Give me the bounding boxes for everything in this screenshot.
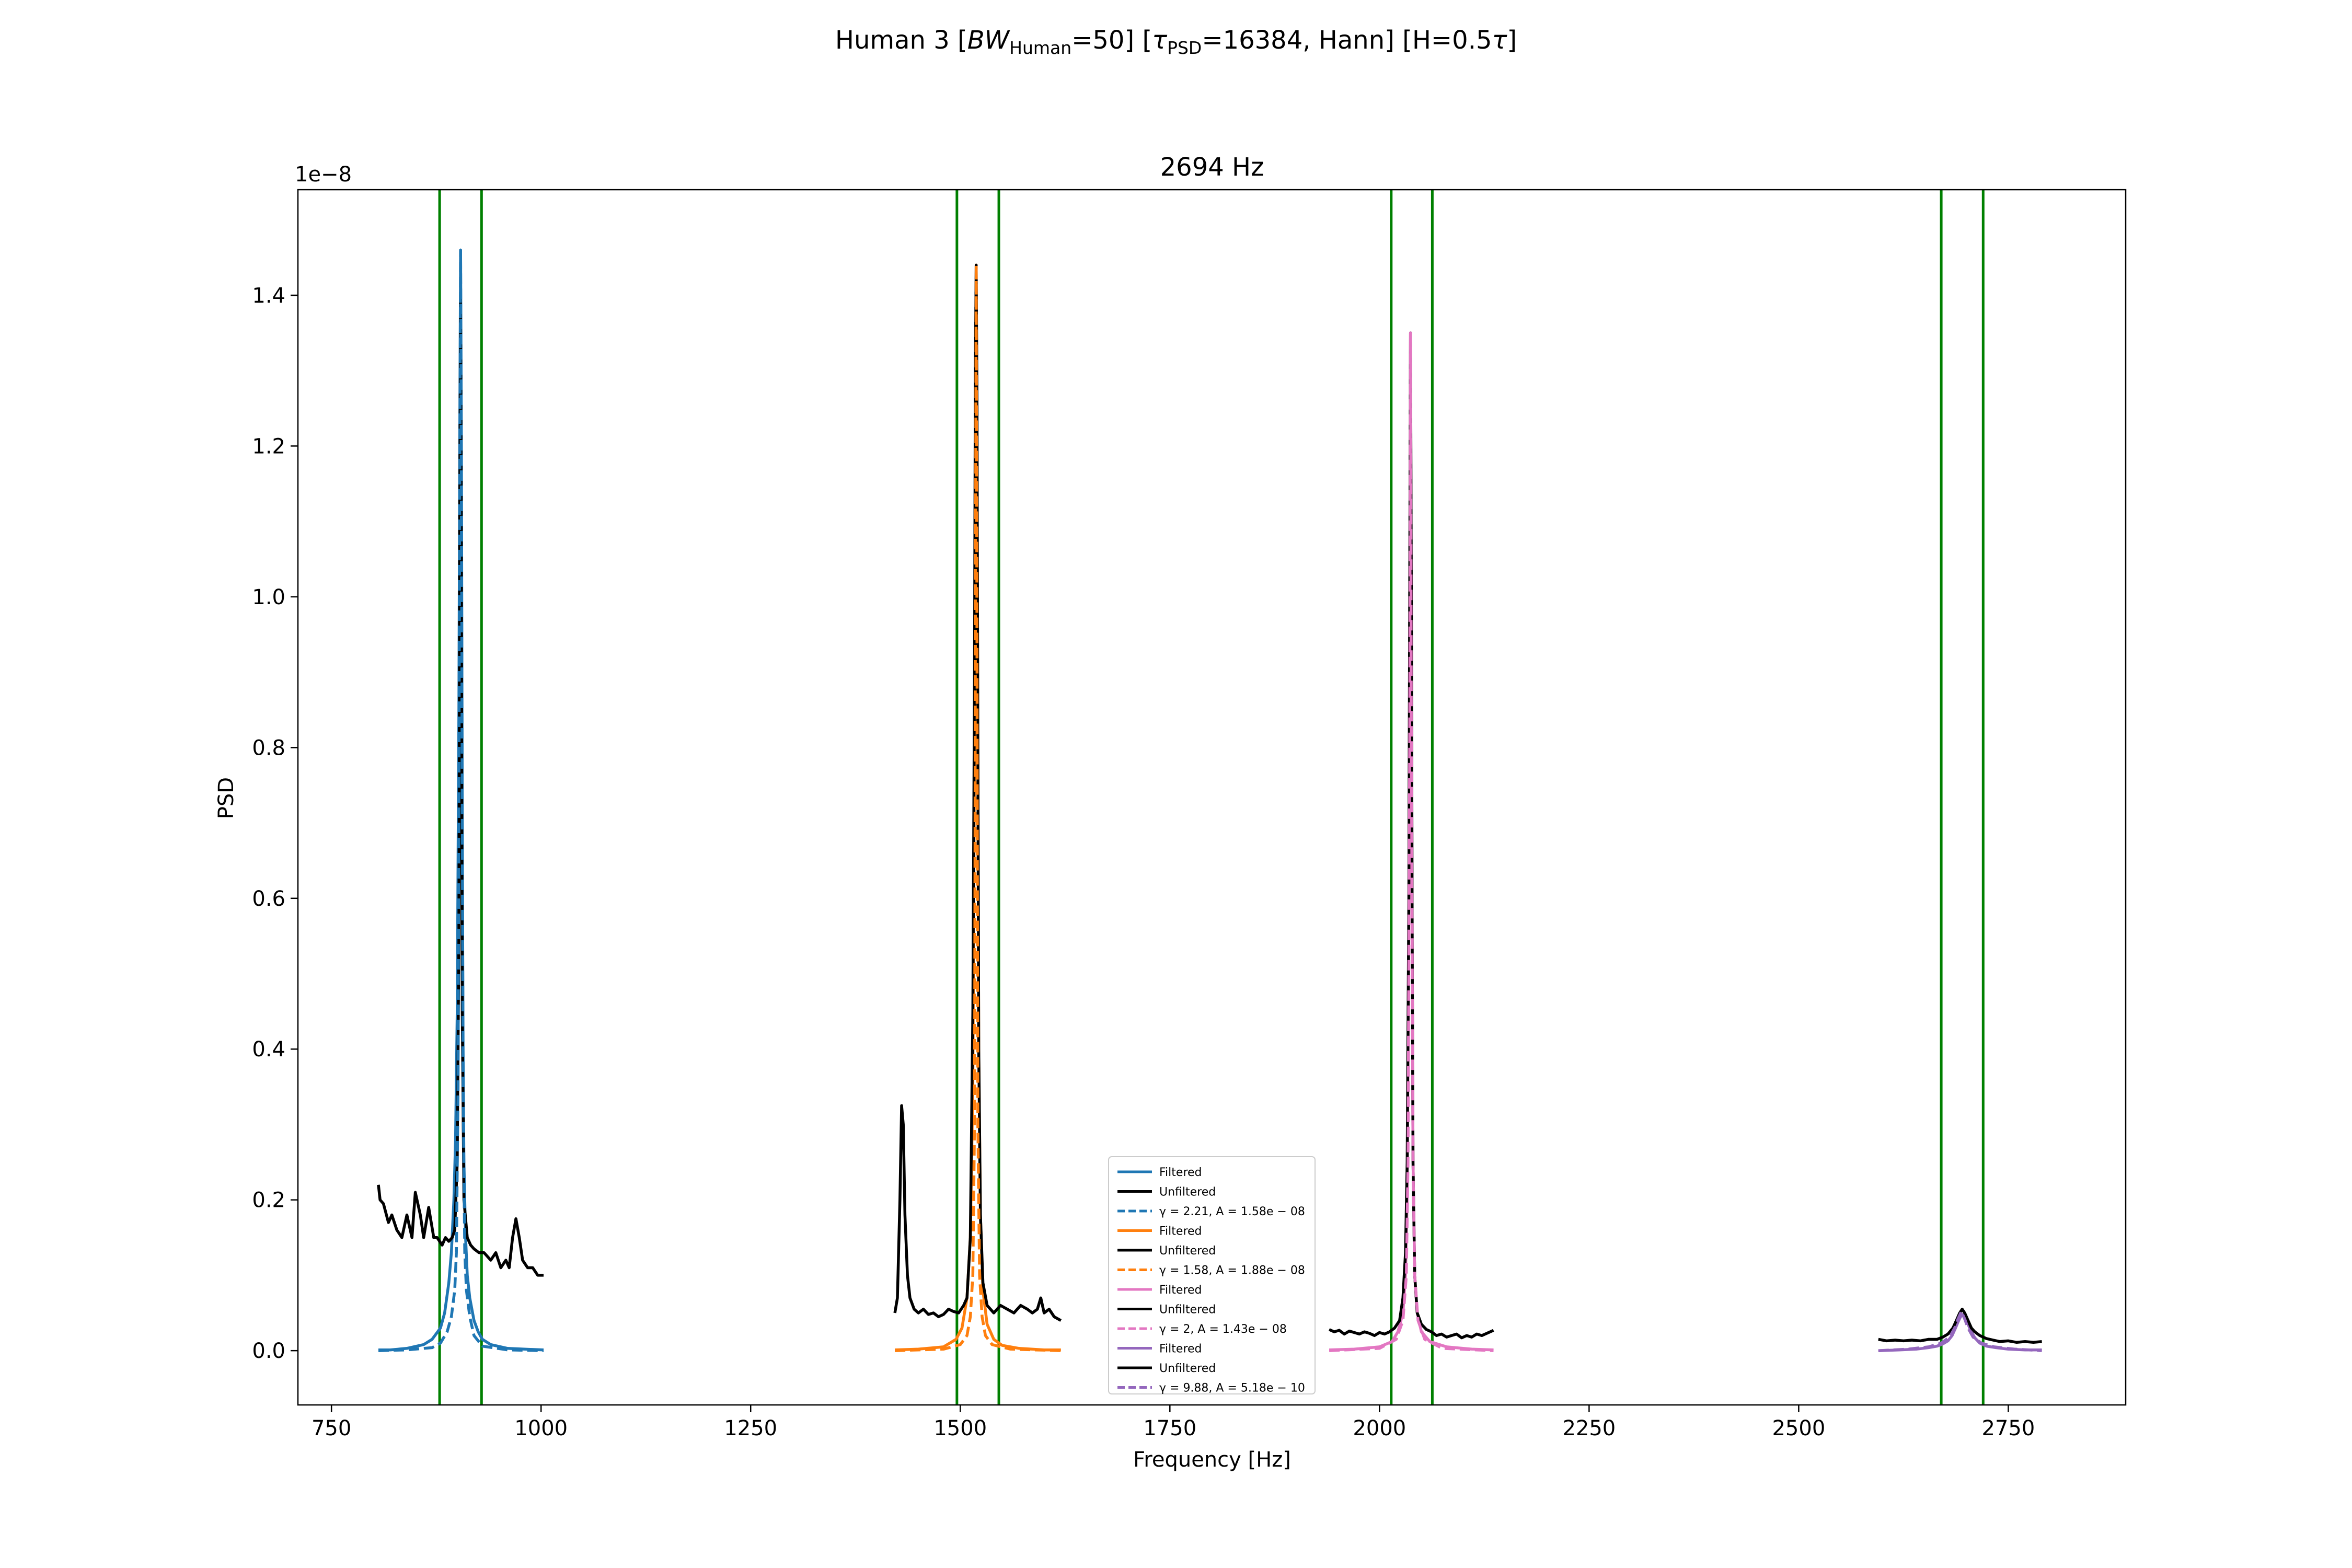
- y-tick-label: 0.0: [252, 1339, 285, 1363]
- legend-label: Filtered: [1159, 1225, 1202, 1238]
- legend-label: Filtered: [1159, 1343, 1202, 1356]
- unfiltered-series-4: [1878, 1308, 2042, 1344]
- x-axis-label: Frequency [Hz]: [1133, 1448, 1291, 1472]
- suptitle-tau-subscript: PSD: [1167, 38, 1202, 58]
- legend-entry: Unfiltered: [1117, 1362, 1216, 1375]
- y-tick-label: 1.0: [252, 585, 285, 609]
- x-tick-label: 2750: [1982, 1416, 2035, 1440]
- legend-entry: Unfiltered: [1117, 1304, 1216, 1317]
- unfiltered-series-2: [893, 263, 1062, 1322]
- legend-entry: Filtered: [1117, 1343, 1202, 1356]
- suptitle-tau-symbol: τ: [1152, 26, 1168, 55]
- y-tick-label: 1.2: [252, 434, 285, 458]
- x-tick-label: 1250: [724, 1416, 777, 1440]
- suptitle-bw-subscript: Human: [1009, 38, 1071, 58]
- y-scale-offset-label: 1e−8: [295, 163, 352, 187]
- plot-data-layer: [377, 190, 2042, 1405]
- suptitle-bw-symbol: BW: [967, 26, 1010, 55]
- fit-series-2: [895, 263, 1061, 1352]
- y-tick-label: 1.4: [252, 284, 285, 308]
- legend-entry: Filtered: [1117, 1225, 1202, 1238]
- legend-label: Filtered: [1159, 1166, 1202, 1179]
- legend-entry: Unfiltered: [1117, 1244, 1216, 1258]
- legend-frame: [1108, 1156, 1316, 1394]
- legend-entry: γ = 9.88, A = 5.18e − 10: [1117, 1382, 1305, 1395]
- y-tick-label: 0.6: [252, 887, 285, 911]
- suptitle-part3: =16384, Hann] [H=0.5: [1202, 26, 1492, 55]
- x-tick-label: 1000: [514, 1416, 568, 1440]
- legend-entry: Unfiltered: [1117, 1186, 1216, 1199]
- x-tick-label: 2250: [1562, 1416, 1616, 1440]
- y-tick-label: 0.4: [252, 1037, 285, 1062]
- legend-label: γ = 2.21, A = 1.58e − 08: [1159, 1205, 1305, 1218]
- legend-label: γ = 2, A = 1.43e − 08: [1159, 1323, 1287, 1336]
- legend-label: γ = 1.58, A = 1.88e − 08: [1159, 1264, 1305, 1277]
- x-tick-label: 1500: [933, 1416, 987, 1440]
- y-axis-ticks: 0.0 0.2 0.4 0.6 0.8 1.0 1.2 1.4: [252, 284, 298, 1363]
- x-tick-label: 2500: [1772, 1416, 1825, 1440]
- legend-label: Unfiltered: [1159, 1244, 1216, 1258]
- legend-entry: γ = 2, A = 1.43e − 08: [1117, 1323, 1287, 1336]
- legend-label: γ = 9.88, A = 5.18e − 10: [1159, 1382, 1305, 1395]
- figure-suptitle: Human 3 [BWHuman=50] [τPSD=16384, Hann] …: [835, 26, 1517, 58]
- x-tick-label: 2000: [1353, 1416, 1406, 1440]
- legend-label: Unfiltered: [1159, 1304, 1216, 1317]
- legend-label: Filtered: [1159, 1284, 1202, 1297]
- legend-label: Unfiltered: [1159, 1362, 1216, 1375]
- legend: Filtered Unfiltered γ = 2.21, A = 1.58e − …: [1108, 1156, 1316, 1395]
- legend-label: Unfiltered: [1159, 1186, 1216, 1199]
- x-axis-ticks: 750 1000 1250 1500 1750 2000 2250 2500 2750: [312, 1405, 2035, 1440]
- legend-entry: γ = 1.58, A = 1.88e − 08: [1117, 1264, 1305, 1277]
- axes-frame: [297, 189, 2127, 1406]
- fit-series-3: [1329, 331, 1494, 1352]
- suptitle-tau2-symbol: τ: [1492, 26, 1507, 55]
- x-tick-label: 1750: [1143, 1416, 1196, 1440]
- legend-entry: Filtered: [1117, 1166, 1202, 1179]
- axes-title: 2694 Hz: [1160, 153, 1264, 182]
- suptitle-part1: Human 3 [: [835, 26, 967, 55]
- y-axis-label: PSD: [214, 777, 238, 819]
- y-tick-label: 0.2: [252, 1189, 285, 1213]
- y-tick-label: 0.8: [252, 736, 285, 760]
- fit-series-4: [1878, 1310, 2042, 1352]
- legend-entry: γ = 2.21, A = 1.58e − 08: [1117, 1205, 1305, 1218]
- fit-series-1: [378, 248, 544, 1352]
- x-tick-label: 750: [312, 1416, 351, 1440]
- suptitle-part2: =50] [: [1071, 26, 1152, 55]
- filtered-series-4: [1878, 1313, 2042, 1352]
- legend-entry: Filtered: [1117, 1284, 1202, 1297]
- suptitle-part4: ]: [1507, 26, 1517, 55]
